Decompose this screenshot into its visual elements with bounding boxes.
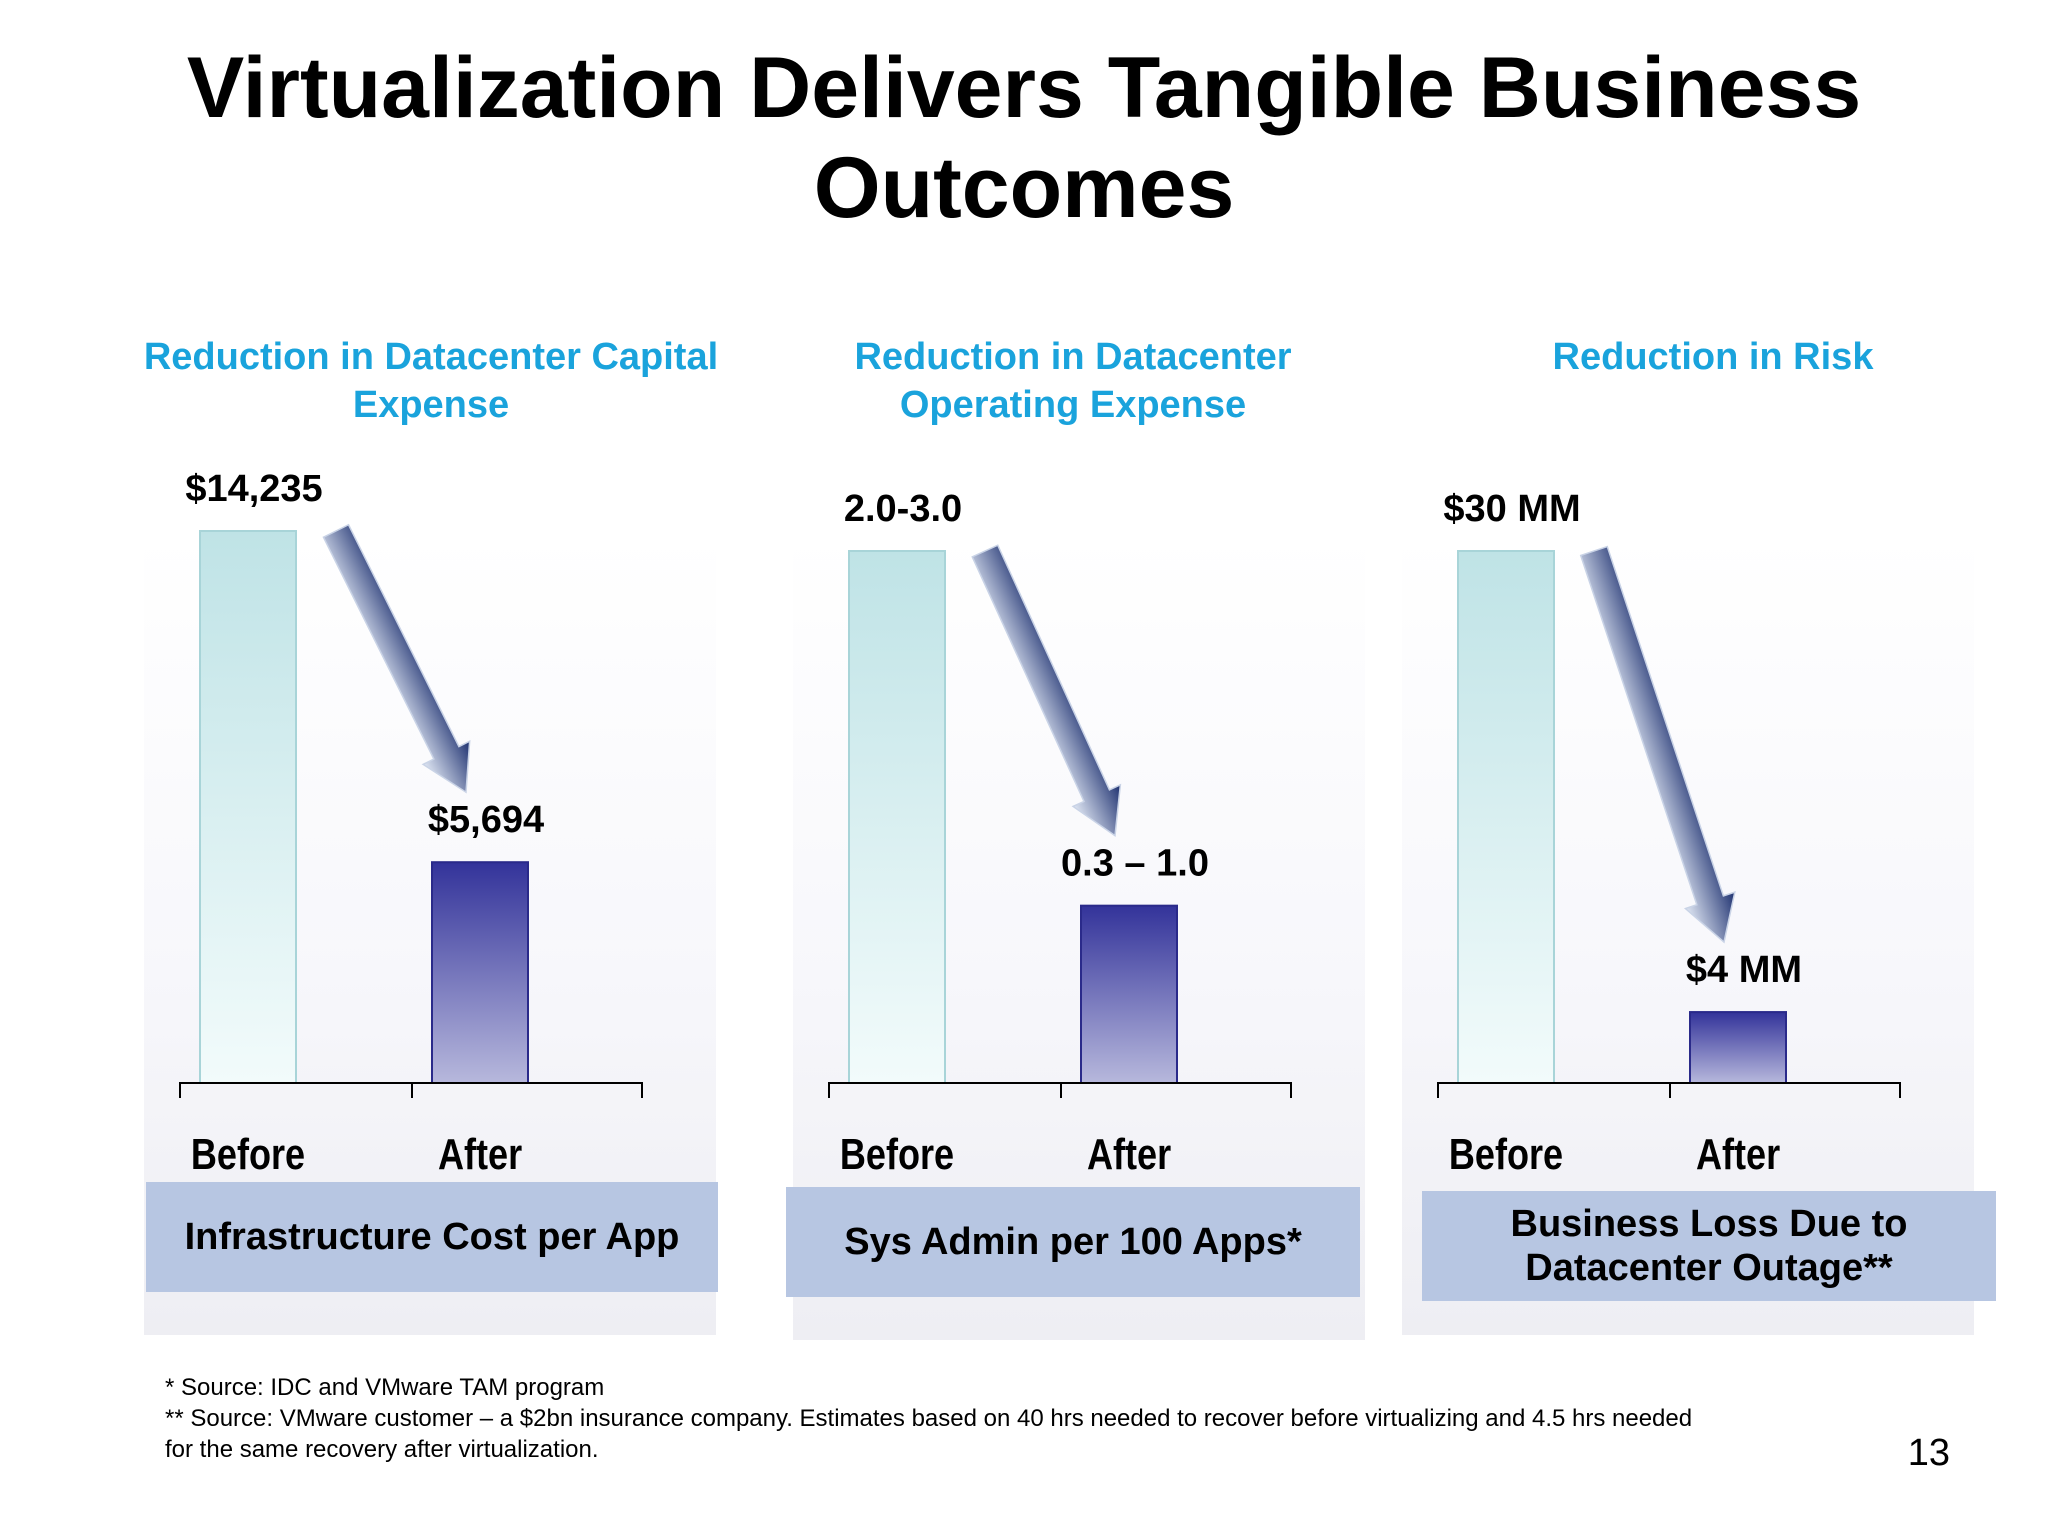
chart-capex: $14,235 Before $5,694 After xyxy=(179,468,643,1179)
chart-heading-opex: Reduction in Datacenter Operating Expens… xyxy=(854,336,1292,426)
value-label-after: 0.3 – 1.0 xyxy=(1061,843,1209,885)
category-label-before: Before xyxy=(191,1130,305,1179)
category-label-after: After xyxy=(1087,1130,1171,1179)
category-label-before: Before xyxy=(1449,1130,1563,1179)
chart-heading-capex: Reduction in Datacenter Capital Expense xyxy=(143,336,719,426)
caption-opex: Sys Admin per 100 Apps* xyxy=(786,1187,1360,1297)
caption-risk: Business Loss Due to Datacenter Outage** xyxy=(1422,1191,1996,1301)
bar-after xyxy=(1080,904,1178,1084)
slide-title: Virtualization Delivers Tangible Busines… xyxy=(186,40,1862,236)
value-label-before: 2.0-3.0 xyxy=(844,488,962,530)
value-label-after: $5,694 xyxy=(428,799,544,841)
bar-after xyxy=(1689,1011,1787,1084)
bar-before xyxy=(848,550,946,1084)
value-label-after: $4 MM xyxy=(1686,949,1802,991)
footnotes: * Source: IDC and VMware TAM program ** … xyxy=(165,1372,1725,1465)
category-label-after: After xyxy=(1696,1130,1780,1179)
decline-arrow xyxy=(971,544,1122,838)
footnote-2: ** Source: VMware customer – a $2bn insu… xyxy=(165,1405,1693,1463)
bar-before xyxy=(1457,550,1555,1084)
page-number: 13 xyxy=(1907,1432,1950,1474)
caption-capex: Infrastructure Cost per App xyxy=(146,1182,718,1292)
chart-heading-risk: Reduction in Risk xyxy=(1552,336,1874,378)
decline-arrow xyxy=(1579,545,1736,944)
x-axis xyxy=(828,1082,1292,1098)
footnote-1: * Source: IDC and VMware TAM program xyxy=(165,1374,605,1401)
category-label-before: Before xyxy=(840,1130,954,1179)
decline-arrow xyxy=(322,523,471,794)
x-axis xyxy=(179,1082,643,1098)
x-axis xyxy=(1437,1082,1901,1098)
chart-risk: $30 MM Before $4 MM After xyxy=(1437,488,1901,1179)
value-label-before: $30 MM xyxy=(1443,488,1580,530)
bar-before xyxy=(199,530,297,1084)
chart-opex: 2.0-3.0 Before 0.3 – 1.0 After xyxy=(828,488,1292,1179)
value-label-before: $14,235 xyxy=(185,468,322,510)
bar-after xyxy=(431,861,529,1085)
category-label-after: After xyxy=(438,1130,522,1179)
